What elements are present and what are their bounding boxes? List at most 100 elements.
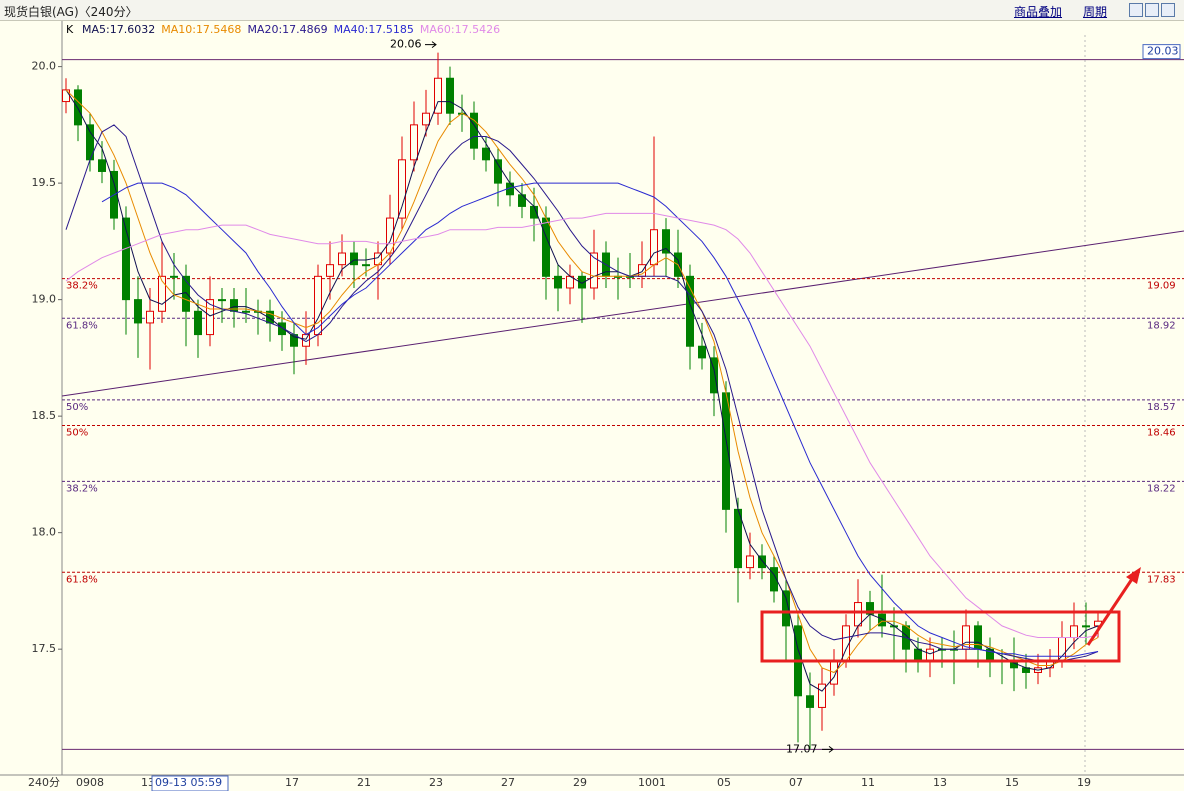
candle-body: [278, 322, 286, 336]
candle-body: [158, 275, 166, 312]
candle-body: [326, 264, 334, 277]
candle-body: [494, 159, 502, 184]
candle-body: [746, 555, 754, 569]
level-label: 50%: [66, 402, 88, 413]
level-label: 38.2%: [66, 483, 98, 494]
level-value: 18.92: [1147, 320, 1176, 331]
candle-body: [914, 648, 922, 662]
candle-body: [926, 648, 934, 662]
candle-body: [698, 345, 706, 359]
candle-body: [734, 508, 742, 569]
low-label: 17.07: [786, 742, 818, 755]
x-tick-label: 29: [573, 776, 587, 789]
candle-body: [146, 310, 154, 324]
candle-body: [686, 275, 694, 347]
x-tick-label: 11: [861, 776, 875, 789]
icon-button[interactable]: [1161, 3, 1175, 17]
candle-body: [818, 683, 826, 708]
candle-body: [650, 229, 658, 266]
candle-body: [194, 310, 202, 336]
high-label: 20.06: [390, 38, 422, 51]
candle-body: [1058, 637, 1066, 662]
ma-line: [65, 212, 1099, 638]
candle-body: [770, 567, 778, 592]
period-label: 240分: [28, 776, 60, 789]
overlay-button[interactable]: 商品叠加: [1014, 5, 1063, 19]
candle-body: [578, 275, 586, 289]
candle-body: [74, 89, 82, 126]
level-value: 18.46: [1147, 427, 1176, 438]
trend-line: [61, 230, 1184, 397]
ma-line: [65, 124, 1099, 662]
legend-entry: MA20:17.4869: [247, 23, 327, 36]
y-tick-label: 18.5: [32, 409, 57, 422]
candle-body: [878, 613, 886, 627]
trend-arrow: [1086, 578, 1134, 646]
candle-body: [206, 299, 214, 336]
highlight-box: [760, 610, 1121, 663]
chart-title: 现货白银(AG)〈240分〉: [4, 5, 138, 19]
cursor-time-box: [151, 775, 229, 791]
candle-body: [482, 147, 490, 161]
candle-body: [230, 299, 238, 312]
candle-body: [362, 264, 370, 267]
candle-body: [782, 590, 790, 627]
y-tick-label: 18.0: [32, 526, 57, 539]
icon-button[interactable]: [1129, 3, 1143, 17]
candle-body: [98, 159, 106, 172]
ma-line: [101, 182, 1099, 657]
candle-body: [758, 555, 766, 569]
candle-body: [662, 229, 670, 254]
period-button[interactable]: 周期: [1083, 5, 1108, 19]
price-box: [1142, 44, 1181, 60]
x-tick-label: 19: [1077, 776, 1091, 789]
x-tick-label: 05: [717, 776, 731, 789]
candle-body: [410, 124, 418, 161]
x-tick-label: 23: [429, 776, 443, 789]
level-value: 17.83: [1147, 574, 1176, 585]
level-label: 61.8%: [66, 574, 98, 585]
icon-button[interactable]: [1145, 3, 1159, 17]
candle-body: [806, 695, 814, 708]
y-tick-label: 19.5: [32, 176, 57, 189]
chart: K MA5:17.6032 MA10:17.5468 MA20:17.4869 MA40…: [0, 21, 1184, 791]
level-value: 18.57: [1147, 402, 1176, 413]
x-tick-label: 0908: [76, 776, 104, 789]
low-arrow: [822, 745, 834, 753]
candle-body: [422, 112, 430, 126]
candle-body: [590, 252, 598, 289]
ma-line: [65, 89, 1099, 692]
top-line-label: 20.03: [1147, 45, 1179, 58]
y-tick-label: 20.0: [32, 60, 57, 73]
legend-entry: MA5:17.6032: [82, 23, 155, 36]
legend-entry: MA40:17.5185: [334, 23, 414, 36]
candle-body: [398, 159, 406, 219]
candle-body: [218, 299, 226, 302]
x-tick-label: 13: [933, 776, 947, 789]
candle-body: [446, 77, 454, 114]
candle-body: [710, 357, 718, 394]
candle-body: [350, 252, 358, 266]
candle-body: [854, 602, 862, 627]
y-tick-label: 19.0: [32, 293, 57, 306]
cursor-time: 09-13 05:59: [155, 776, 222, 789]
level-value: 19.09: [1147, 281, 1176, 292]
trend-arrow-head: [1126, 567, 1141, 584]
candle-body: [554, 275, 562, 289]
candle-body: [542, 217, 550, 277]
candle-body: [122, 217, 130, 301]
candle-body: [1070, 625, 1078, 639]
level-label: 38.2%: [66, 281, 98, 292]
candle-body: [974, 625, 982, 650]
legend-entry: MA60:17.5426: [420, 23, 500, 36]
candle-body: [170, 275, 178, 278]
x-tick-label: 27: [501, 776, 515, 789]
x-tick-label: 21: [357, 776, 371, 789]
candle-body: [434, 77, 442, 114]
legend-entry: MA10:17.5468: [161, 23, 241, 36]
candle-body: [134, 299, 142, 324]
ma-line: [65, 89, 1099, 674]
x-tick-label: 17: [285, 776, 299, 789]
legend-prefix: K: [66, 23, 74, 36]
